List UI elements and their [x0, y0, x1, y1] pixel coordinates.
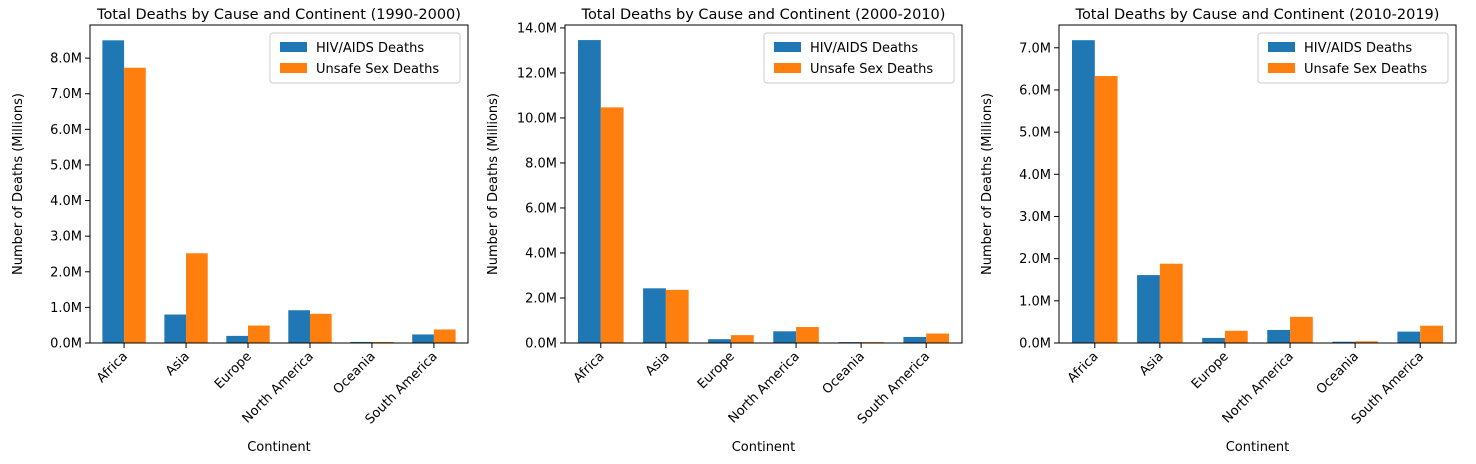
y-tick-label: 2.0M [1019, 252, 1051, 267]
y-tick-label: 6.0M [525, 201, 557, 216]
y-tick-label: 0.0M [1019, 337, 1051, 352]
bar-unsafe-sex-deaths-africa[interactable] [1094, 76, 1118, 343]
y-tick-label: 14.0M [517, 21, 557, 36]
y-tick-label: 6.0M [1019, 83, 1051, 98]
bar-unsafe-sex-deaths-south-america[interactable] [1420, 325, 1443, 343]
bar-hiv-aids-deaths-south-america[interactable] [903, 336, 927, 343]
y-tick-label: 0.0M [50, 337, 82, 352]
legend-swatch [280, 63, 307, 73]
plot-frame [564, 24, 963, 344]
bar-unsafe-sex-deaths-north-america[interactable] [1290, 316, 1313, 343]
bar-unsafe-sex-deaths-oceania[interactable] [1355, 341, 1378, 343]
bar-hiv-aids-deaths-europe[interactable] [1202, 337, 1225, 343]
y-axis-label: Number of Deaths (Millions) [980, 93, 995, 275]
bar-hiv-aids-deaths-oceania[interactable] [1332, 341, 1356, 343]
legend: HIV/AIDS Deaths Unsafe Sex Deaths [1257, 32, 1449, 84]
y-tick-label: 5.0M [1019, 126, 1051, 141]
legend-item-label: HIV/AIDS Deaths [1304, 41, 1412, 56]
legend-swatch [1268, 63, 1295, 73]
bar-unsafe-sex-deaths-north-america[interactable] [309, 313, 332, 343]
y-axis-label: Number of Deaths (Millions) [11, 93, 26, 275]
bar-unsafe-sex-deaths-europe[interactable] [730, 335, 754, 343]
y-tick-label: 4.0M [525, 246, 557, 261]
y-tick-label: 3.0M [50, 230, 82, 245]
legend-box [1257, 32, 1449, 84]
bar-hiv-aids-deaths-europe[interactable] [708, 339, 731, 343]
bar-unsafe-sex-deaths-asia[interactable] [1159, 263, 1183, 343]
x-axis-label: Continent [1226, 440, 1290, 455]
plot-frame [89, 24, 469, 344]
bar-unsafe-sex-deaths-africa[interactable] [600, 107, 624, 344]
legend-item-label: Unsafe Sex Deaths [316, 62, 439, 77]
bar-hiv-aids-deaths-africa[interactable] [578, 40, 601, 344]
y-tick-label: 8.0M [50, 52, 82, 67]
y-tick-label: 7.0M [1019, 41, 1051, 56]
y-tick-label: 0.0M [525, 337, 557, 352]
y-tick-label: 2.0M [50, 265, 82, 280]
bar-unsafe-sex-deaths-asia[interactable] [186, 253, 208, 343]
bar-unsafe-sex-deaths-asia[interactable] [665, 289, 689, 343]
legend-box [763, 32, 955, 84]
bar-hiv-aids-deaths-africa[interactable] [1072, 40, 1095, 344]
legend-item-label: Unsafe Sex Deaths [1304, 62, 1427, 77]
bar-hiv-aids-deaths-asia[interactable] [1137, 275, 1160, 343]
y-tick-label: 3.0M [1019, 210, 1051, 225]
bar-hiv-aids-deaths-africa[interactable] [102, 40, 125, 343]
bar-hiv-aids-deaths-south-america[interactable] [1397, 331, 1421, 343]
bar-unsafe-sex-deaths-south-america[interactable] [926, 333, 949, 343]
y-tick-label: 1.0M [50, 301, 82, 316]
y-tick-label: 7.0M [50, 87, 82, 102]
y-tick-label: 5.0M [50, 158, 82, 173]
legend-item-label: Unsafe Sex Deaths [810, 62, 933, 77]
bar-unsafe-sex-deaths-africa[interactable] [124, 67, 146, 343]
legend-item-label: HIV/AIDS Deaths [316, 41, 424, 56]
bar-hiv-aids-deaths-asia[interactable] [164, 314, 187, 343]
bar-unsafe-sex-deaths-south-america[interactable] [433, 329, 456, 343]
chart-title: Total Deaths by Cause and Continent (201… [1075, 7, 1440, 23]
y-tick-label: 4.0M [1019, 168, 1051, 183]
legend: HIV/AIDS Deaths Unsafe Sex Deaths [763, 32, 955, 84]
legend-swatch [774, 63, 801, 73]
plot-frame [1058, 24, 1457, 344]
x-axis-label: Continent [247, 440, 311, 455]
y-tick-label: 4.0M [50, 194, 82, 209]
bar-hiv-aids-deaths-north-america[interactable] [773, 331, 797, 343]
y-axis-label: Number of Deaths (Millions) [486, 93, 501, 275]
bar-unsafe-sex-deaths-europe[interactable] [248, 325, 270, 343]
y-tick-label: 6.0M [50, 123, 82, 138]
legend-item-label: HIV/AIDS Deaths [810, 41, 918, 56]
bar-hiv-aids-deaths-north-america[interactable] [288, 310, 310, 343]
y-tick-label: 1.0M [1019, 294, 1051, 309]
y-tick-label: 8.0M [525, 156, 557, 171]
y-tick-label: 10.0M [517, 111, 557, 126]
bar-hiv-aids-deaths-oceania[interactable] [350, 341, 372, 343]
bar-hiv-aids-deaths-south-america[interactable] [412, 334, 434, 343]
y-tick-label: 12.0M [517, 66, 557, 81]
bar-unsafe-sex-deaths-oceania[interactable] [371, 341, 394, 343]
chart-title: Total Deaths by Cause and Continent (200… [581, 7, 946, 23]
legend-swatch [280, 42, 307, 52]
bar-unsafe-sex-deaths-europe[interactable] [1224, 330, 1248, 343]
bar-hiv-aids-deaths-asia[interactable] [643, 288, 666, 343]
legend-box [269, 32, 461, 84]
chart-title: Total Deaths by Cause and Continent (199… [96, 7, 461, 23]
bar-hiv-aids-deaths-north-america[interactable] [1267, 329, 1291, 343]
legend-swatch [774, 42, 801, 52]
legend-swatch [1268, 42, 1295, 52]
y-tick-label: 2.0M [525, 291, 557, 306]
legend: HIV/AIDS Deaths Unsafe Sex Deaths [269, 32, 461, 84]
x-axis-label: Continent [732, 440, 796, 455]
bar-hiv-aids-deaths-europe[interactable] [226, 335, 249, 343]
bar-unsafe-sex-deaths-north-america[interactable] [796, 327, 819, 343]
